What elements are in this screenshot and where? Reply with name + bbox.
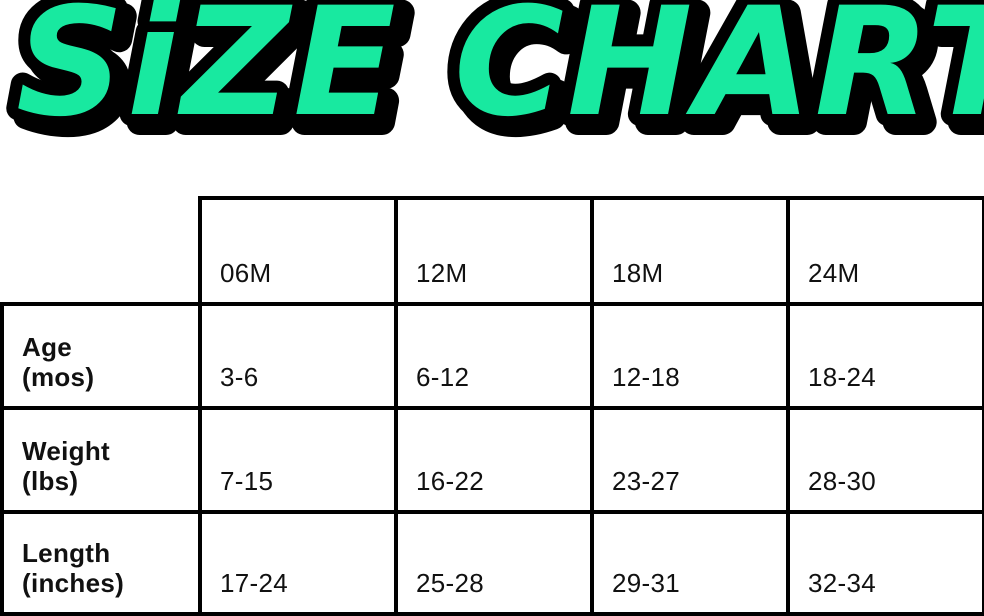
- size-chart-table: 06M 12M 18M 24M Age (mos) 3-6 6-12 12-18…: [0, 196, 984, 616]
- column-header-12m: 12M: [394, 196, 594, 306]
- row-label-weight: Weight (lbs): [0, 406, 202, 514]
- cell-length-24m: 32-34: [786, 510, 984, 616]
- corner-blank-cell: [2, 198, 200, 304]
- title-banner: SiZE CHART SiZE CHART SiZE CHART: [0, 0, 984, 160]
- column-header-24m: 24M: [786, 196, 984, 306]
- cell-age-06m: 3-6: [198, 302, 398, 410]
- row-label-length-line2: (inches): [22, 567, 125, 598]
- column-header-18m: 18M: [590, 196, 790, 306]
- title-text-fill: SiZE CHART: [16, 0, 984, 150]
- table-row: Age (mos) 3-6 6-12 12-18 18-24: [0, 302, 984, 410]
- row-label-age: Age (mos): [0, 302, 202, 410]
- table-row: Length (inches) 17-24 25-28 29-31 32-34: [0, 510, 984, 616]
- cell-age-18m: 12-18: [590, 302, 790, 410]
- size-chart-title-graphic: SiZE CHART SiZE CHART SiZE CHART: [4, 0, 984, 160]
- cell-weight-06m: 7-15: [198, 406, 398, 514]
- row-label-age-line1: Age: [22, 331, 73, 362]
- cell-length-12m: 25-28: [394, 510, 594, 616]
- cell-weight-12m: 16-22: [394, 406, 594, 514]
- row-label-age-line2: (mos): [22, 361, 95, 392]
- cell-length-18m: 29-31: [590, 510, 790, 616]
- cell-age-12m: 6-12: [394, 302, 594, 410]
- row-label-length: Length (inches): [0, 510, 202, 616]
- cell-length-06m: 17-24: [198, 510, 398, 616]
- title-text-outline: SiZE CHART: [16, 0, 984, 150]
- row-label-length-line1: Length: [22, 537, 111, 568]
- row-label-weight-line1: Weight: [22, 435, 110, 466]
- table-header-row: 06M 12M 18M 24M: [2, 196, 984, 306]
- cell-weight-24m: 28-30: [786, 406, 984, 514]
- column-header-06m: 06M: [198, 196, 398, 306]
- row-label-weight-line2: (lbs): [22, 465, 79, 496]
- table-row: Weight (lbs) 7-15 16-22 23-27 28-30: [0, 406, 984, 514]
- cell-age-24m: 18-24: [786, 302, 984, 410]
- cell-weight-18m: 23-27: [590, 406, 790, 514]
- title-text-shadow: SiZE CHART: [24, 0, 984, 158]
